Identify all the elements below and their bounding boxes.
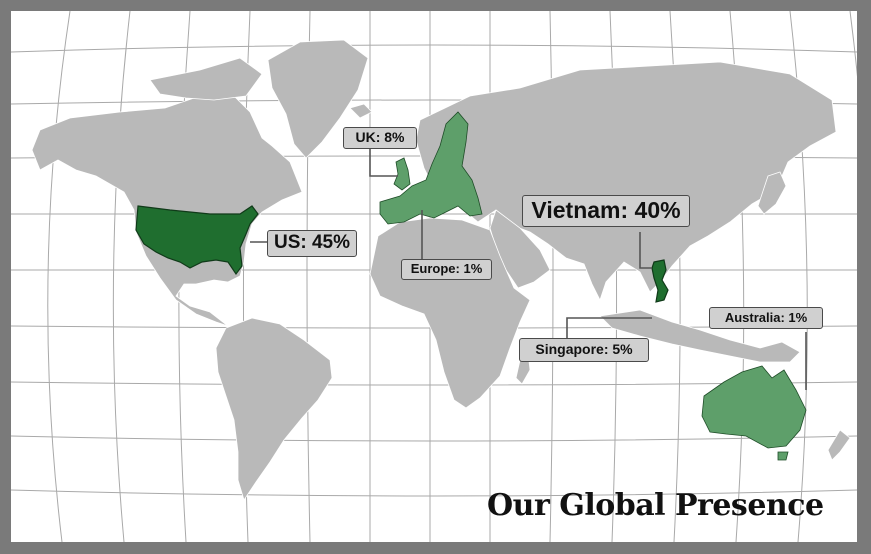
- us-highlight: [135, 205, 259, 276]
- southeast-asia-islands: [599, 309, 801, 363]
- world-map-svg: [11, 11, 857, 542]
- label-us: US: 45%: [267, 230, 357, 257]
- greenland: [267, 39, 369, 159]
- eurasia: [415, 61, 837, 302]
- arctic-islands: [149, 57, 263, 101]
- tasmania-highlight: [777, 451, 789, 461]
- south-america: [215, 317, 333, 501]
- world-map: UK: 8% US: 45% Europe: 1% Vietnam: 40% S…: [11, 11, 857, 542]
- label-singapore: Singapore: 5%: [519, 338, 649, 362]
- vietnam-highlight: [651, 259, 669, 303]
- iceland: [349, 103, 373, 119]
- label-australia: Australia: 1%: [709, 307, 823, 329]
- leader-lines: [250, 148, 807, 390]
- label-uk: UK: 8%: [343, 127, 417, 149]
- japan: [757, 171, 787, 215]
- new-zealand: [827, 429, 851, 461]
- map-title: Our Global Presence: [487, 488, 824, 523]
- australia-highlight: [701, 365, 807, 449]
- label-europe: Europe: 1%: [401, 259, 492, 280]
- label-vietnam: Vietnam: 40%: [522, 195, 690, 227]
- highlighted-countries: [135, 111, 807, 461]
- north-america: [31, 91, 303, 327]
- europe-highlight: [379, 111, 483, 225]
- uk-highlight: [393, 157, 411, 191]
